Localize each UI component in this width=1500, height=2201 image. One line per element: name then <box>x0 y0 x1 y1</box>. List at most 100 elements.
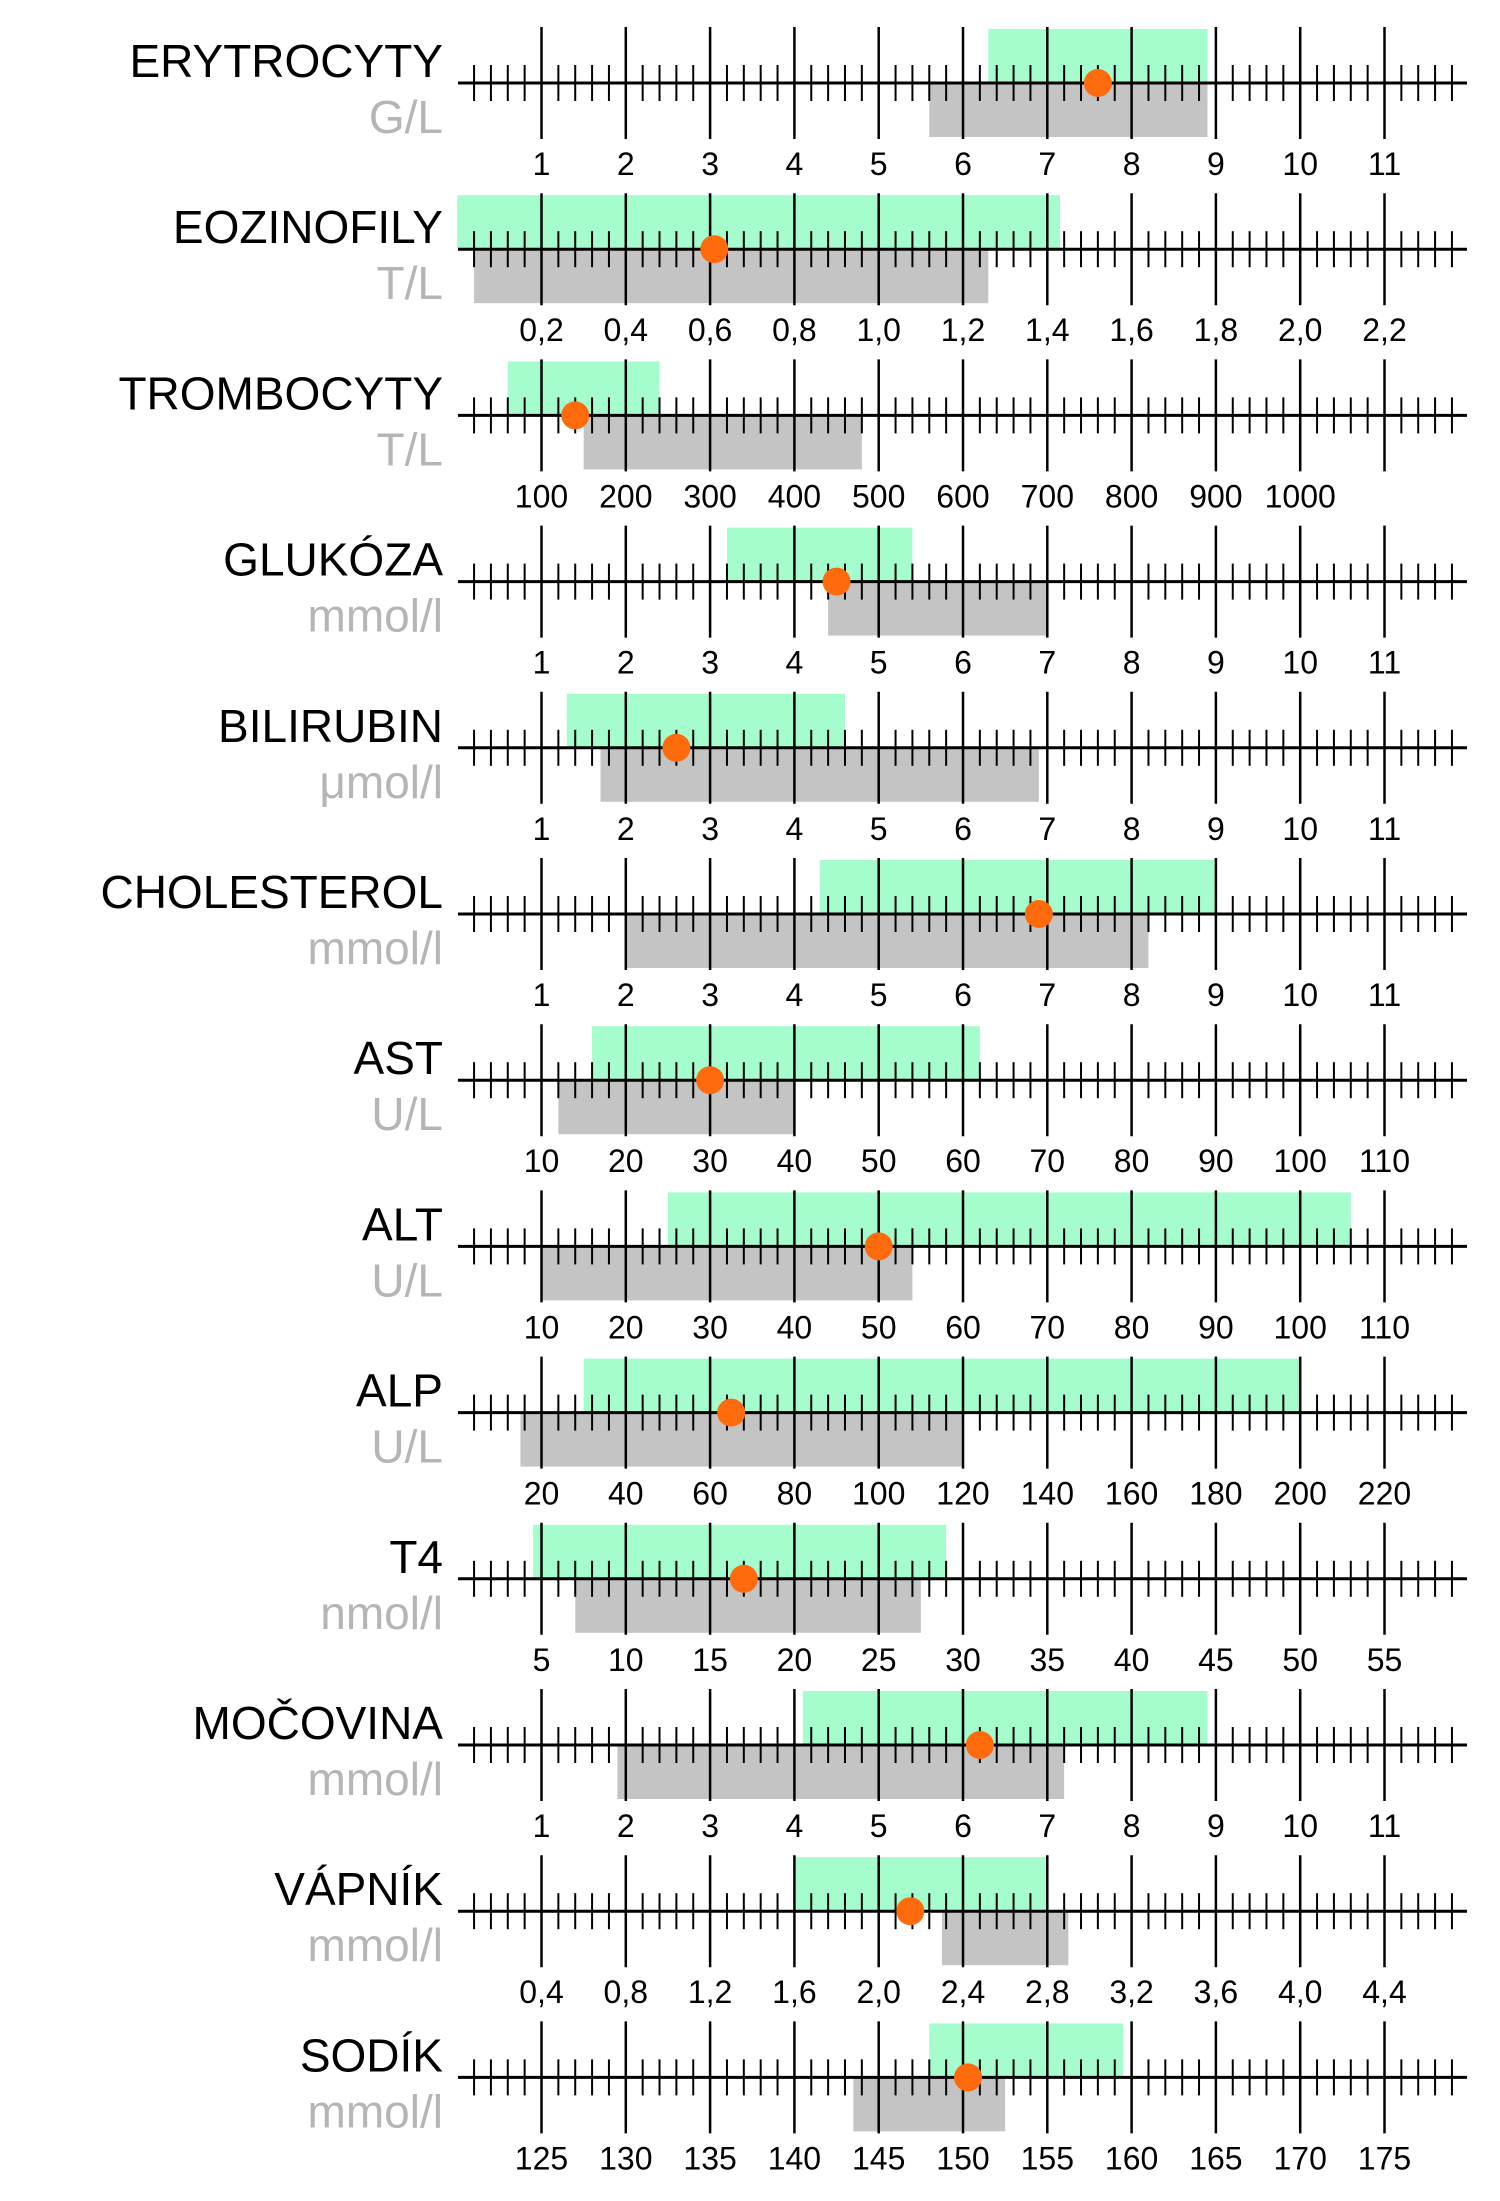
tick-label: 10 <box>1282 645 1318 681</box>
tick-label: 120 <box>936 1476 989 1512</box>
parameter-unit: U/L <box>371 1421 443 1473</box>
tick-label: 400 <box>768 478 821 514</box>
value-marker <box>965 1731 994 1759</box>
reference-range-band <box>583 1358 1301 1413</box>
parameter-unit: mmol/l <box>308 590 443 642</box>
tick-label: 9 <box>1207 977 1225 1013</box>
reference-range-band <box>819 860 1216 914</box>
tick-label: 8 <box>1123 811 1141 847</box>
tick-label: 5 <box>870 645 888 681</box>
tick-label: 45 <box>1198 1642 1234 1678</box>
tick-label: 0,4 <box>604 312 648 348</box>
tick-label: 4 <box>786 645 804 681</box>
parameter-unit: G/L <box>369 91 443 143</box>
tick-label: 10 <box>524 1143 560 1179</box>
measured-range-band <box>474 249 989 304</box>
tick-label: 125 <box>515 2140 568 2176</box>
value-marker <box>696 1066 725 1095</box>
tick-label: 1,8 <box>1194 312 1238 348</box>
tick-label: 15 <box>692 1642 728 1678</box>
tick-label: 11 <box>1368 645 1401 681</box>
tick-label: 9 <box>1207 146 1225 182</box>
measured-range-band <box>929 83 1208 137</box>
scale-2: 100 200 300 400 500 600 700 800 900 1000 TROMBOCYT… <box>118 359 1467 514</box>
tick-label: 100 <box>1274 1309 1327 1345</box>
tick-label: 1 <box>533 1808 551 1844</box>
tick-label: 25 <box>861 1642 897 1678</box>
tick-label: 40 <box>777 1143 813 1179</box>
reference-range-band <box>566 693 845 748</box>
parameter-unit: nmol/l <box>320 1587 443 1639</box>
tick-label: 500 <box>852 478 905 514</box>
measured-range-band <box>583 415 862 470</box>
tick-label: 110 <box>1359 1143 1410 1179</box>
tick-label: 140 <box>768 2140 821 2176</box>
tick-label: 2 <box>617 146 635 182</box>
tick-label: 40 <box>608 1476 644 1512</box>
parameter-unit: μmol/l <box>319 756 443 808</box>
tick-label: 7 <box>1038 977 1056 1013</box>
tick-label: 600 <box>936 478 989 514</box>
tick-label: 60 <box>945 1309 981 1345</box>
reference-range-band <box>726 527 913 582</box>
tick-label: 0,6 <box>688 312 732 348</box>
tick-label: 80 <box>1114 1143 1150 1179</box>
tick-label: 2,2 <box>1362 312 1406 348</box>
value-marker <box>700 235 729 264</box>
parameter-name: MOČOVINA <box>193 1697 444 1749</box>
parameter-unit: U/L <box>371 1088 443 1140</box>
tick-label: 170 <box>1274 2140 1327 2176</box>
parameter-name: T4 <box>389 1531 443 1583</box>
tick-label: 1,0 <box>856 312 900 348</box>
value-marker <box>1083 69 1112 97</box>
measured-range-band <box>941 1911 1069 1966</box>
tick-label: 6 <box>954 1808 972 1844</box>
value-marker <box>896 1897 925 1926</box>
tick-label: 9 <box>1207 811 1225 847</box>
tick-label: 0,8 <box>604 1974 648 2010</box>
parameter-name: GLUKÓZA <box>223 534 443 586</box>
tick-label: 4 <box>786 977 804 1013</box>
tick-label: 2,4 <box>941 1974 985 2010</box>
tick-label: 80 <box>1114 1309 1150 1345</box>
tick-label: 175 <box>1358 2140 1411 2176</box>
tick-label: 6 <box>954 811 972 847</box>
tick-label: 3 <box>701 645 719 681</box>
tick-label: 0,4 <box>519 1974 563 2010</box>
tick-label: 220 <box>1358 1476 1411 1512</box>
tick-label: 3,2 <box>1109 1974 1153 2010</box>
tick-label: 9 <box>1207 1808 1225 1844</box>
tick-label: 50 <box>861 1143 897 1179</box>
tick-label: 7 <box>1038 645 1056 681</box>
value-marker <box>729 1564 758 1593</box>
tick-label: 7 <box>1038 811 1056 847</box>
tick-label: 4,0 <box>1278 1974 1322 2010</box>
parameter-unit: U/L <box>371 1254 443 1306</box>
tick-label: 2,0 <box>856 1974 900 2010</box>
value-marker <box>864 1232 893 1261</box>
parameter-name: SODÍK <box>300 2029 443 2081</box>
tick-label: 1,2 <box>688 1974 732 2010</box>
measured-range-band <box>625 914 1149 968</box>
tick-label: 800 <box>1105 478 1158 514</box>
tick-label: 8 <box>1123 1808 1141 1844</box>
tick-label: 5 <box>870 977 888 1013</box>
tick-label: 160 <box>1105 1476 1158 1512</box>
measured-range-band <box>828 581 1048 636</box>
tick-label: 80 <box>777 1476 813 1512</box>
parameter-name: VÁPNÍK <box>274 1863 443 1915</box>
value-marker <box>662 733 691 762</box>
tick-label: 20 <box>608 1309 644 1345</box>
tick-label: 90 <box>1198 1309 1234 1345</box>
tick-label: 4 <box>786 1808 804 1844</box>
tick-label: 6 <box>954 977 972 1013</box>
tick-label: 9 <box>1207 645 1225 681</box>
tick-label: 2,8 <box>1025 1974 1069 2010</box>
